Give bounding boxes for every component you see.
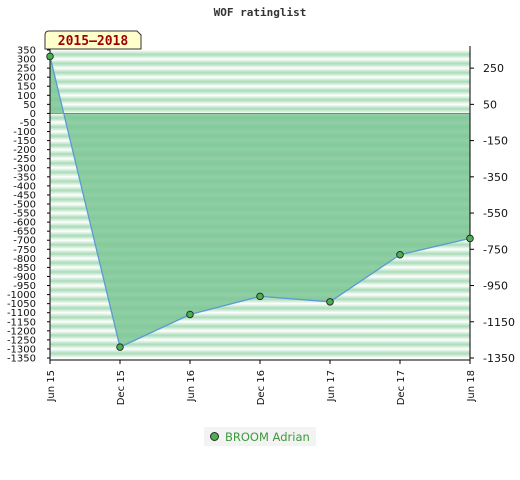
left-tick-label: 200 — [17, 73, 36, 84]
left-tick-label: -350 — [13, 172, 36, 183]
data-point — [186, 310, 194, 319]
left-tick-label: -250 — [13, 154, 36, 165]
chart-title: WOF ratinglist — [213, 6, 307, 19]
left-tick-label: -1300 — [7, 344, 36, 355]
right-tick-label: -750 — [483, 243, 508, 256]
left-tick-label: -700 — [13, 236, 36, 247]
grid-band — [50, 312, 470, 322]
grid-band — [50, 86, 470, 96]
right-tick-label: -350 — [483, 171, 508, 184]
right-tick-label: -1150 — [483, 316, 515, 329]
grid-band — [50, 77, 470, 87]
data-point — [466, 234, 474, 243]
left-tick-label: -850 — [13, 263, 36, 274]
x-axis-ticks: Jun 15 Dec 15 Jun 16 Dec 16 Jun 17 Dec 17 Jun … — [46, 360, 477, 405]
right-tick-label: 50 — [483, 98, 497, 111]
left-tick-label: -750 — [13, 245, 36, 256]
left-tick-label: 300 — [17, 55, 36, 66]
left-tick-label: -1350 — [7, 354, 36, 365]
grid-band — [50, 348, 470, 358]
series-line-layer — [46, 52, 474, 351]
legend: BROOM Adrian — [204, 427, 316, 446]
left-tick-label: -400 — [13, 181, 36, 192]
right-axis-ticks: 250 50 -150 -350 -550 -750 -950 -1150 -1350 — [470, 62, 515, 365]
grid-band — [50, 321, 470, 331]
data-point — [396, 250, 404, 259]
right-tick-label: -950 — [483, 280, 508, 293]
x-tick-label: Dec 17 — [396, 370, 407, 405]
left-tick-label: -1000 — [7, 290, 36, 301]
left-tick-label: -800 — [13, 254, 36, 265]
grid-band — [50, 59, 470, 69]
left-tick-label: 150 — [17, 82, 36, 93]
x-tick-label: Jun 18 — [466, 370, 477, 403]
grid-band — [50, 68, 470, 78]
right-tick-label: 250 — [483, 62, 504, 75]
grid-band — [50, 339, 470, 349]
x-tick-label: Dec 15 — [116, 370, 127, 405]
data-point — [46, 52, 54, 61]
left-tick-label: -50 — [20, 118, 36, 129]
left-tick-label: -500 — [13, 200, 36, 211]
left-tick-label: -100 — [13, 127, 36, 138]
right-tick-label: -150 — [483, 135, 508, 148]
x-tick-label: Jun 15 — [46, 370, 57, 403]
left-tick-label: 50 — [23, 100, 36, 111]
legend-label: BROOM Adrian — [225, 429, 310, 444]
data-point — [256, 292, 264, 301]
left-axis-ticks: 350300250200150100500-50-100-150-200-250… — [7, 46, 50, 365]
left-tick-label: -1050 — [7, 299, 36, 310]
left-tick-label: -1200 — [7, 326, 36, 337]
left-tick-label: 350 — [17, 46, 36, 57]
left-tick-label: -950 — [13, 281, 36, 292]
left-tick-label: -200 — [13, 145, 36, 156]
x-tick-label: Jun 16 — [186, 370, 197, 403]
left-tick-label: -650 — [13, 227, 36, 238]
grid-band — [50, 50, 470, 60]
left-tick-label: 0 — [30, 109, 36, 120]
left-tick-label: -900 — [13, 272, 36, 283]
period-badge-label: 2015–2018 — [58, 34, 129, 49]
legend-marker-icon — [210, 432, 219, 441]
x-tick-label: Dec 16 — [256, 370, 267, 405]
left-tick-label: -1100 — [7, 308, 36, 319]
left-tick-label: -600 — [13, 218, 36, 229]
left-tick-label: -150 — [13, 136, 36, 147]
left-tick-label: -550 — [13, 209, 36, 220]
period-badge-box — [44, 30, 142, 50]
data-point — [326, 298, 334, 306]
left-tick-label: 100 — [17, 91, 36, 102]
left-tick-label: -1150 — [7, 317, 36, 328]
grid-band — [50, 104, 470, 114]
x-tick-label: Jun 17 — [326, 370, 337, 403]
grid-band — [50, 330, 470, 340]
right-tick-label: -550 — [483, 207, 508, 220]
grid-band — [50, 95, 470, 105]
period-badge: 2015–2018 — [44, 30, 142, 50]
left-tick-label: -300 — [13, 163, 36, 174]
left-tick-label: -1250 — [7, 335, 36, 346]
data-point — [116, 343, 124, 351]
right-tick-label: -1350 — [483, 352, 515, 365]
left-tick-label: -450 — [13, 190, 36, 201]
left-tick-label: 250 — [17, 64, 36, 75]
grid-band — [50, 303, 470, 313]
